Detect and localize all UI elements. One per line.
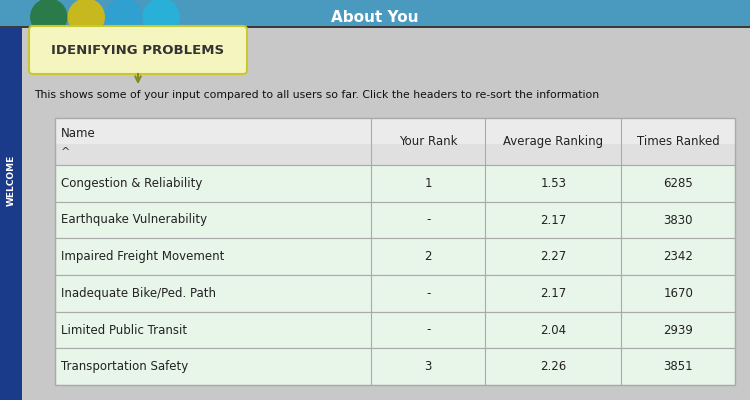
Text: 2939: 2939: [663, 324, 693, 336]
Text: 2.17: 2.17: [540, 287, 566, 300]
Text: Inadequate Bike/Ped. Path: Inadequate Bike/Ped. Path: [61, 287, 216, 300]
Circle shape: [31, 0, 67, 35]
Text: 2: 2: [424, 250, 432, 263]
Bar: [0, 0, 750, 28]
Circle shape: [68, 0, 104, 35]
Bar: [55, 202, 735, 238]
Text: 2.27: 2.27: [540, 250, 566, 263]
Text: 3851: 3851: [664, 360, 693, 373]
Text: -: -: [426, 324, 430, 336]
Text: Average Ranking: Average Ranking: [503, 135, 604, 148]
Text: About You: About You: [332, 10, 419, 24]
Text: -: -: [426, 214, 430, 226]
Bar: [55, 348, 735, 385]
Text: 2.17: 2.17: [540, 214, 566, 226]
Circle shape: [106, 0, 142, 35]
Text: 6285: 6285: [663, 177, 693, 190]
Text: 2.26: 2.26: [540, 360, 566, 373]
Text: Name: Name: [61, 127, 96, 140]
Text: ^: ^: [61, 147, 70, 157]
Bar: [55, 118, 735, 385]
Bar: [55, 238, 735, 275]
Text: This shows some of your input compared to all users so far. Click the headers to: This shows some of your input compared t…: [34, 90, 599, 100]
Text: 1670: 1670: [663, 287, 693, 300]
Bar: [55, 118, 735, 144]
Bar: [55, 275, 735, 312]
Circle shape: [143, 0, 179, 35]
Text: Congestion & Reliability: Congestion & Reliability: [61, 177, 202, 190]
Text: 3: 3: [424, 360, 432, 373]
Bar: [55, 165, 735, 202]
Bar: [55, 312, 735, 348]
Text: 3830: 3830: [664, 214, 693, 226]
Text: WELCOME: WELCOME: [7, 154, 16, 206]
Text: 1.53: 1.53: [541, 177, 566, 190]
Bar: [0, 0, 750, 26]
Text: Times Ranked: Times Ranked: [637, 135, 719, 148]
Text: IDENIFYING PROBLEMS: IDENIFYING PROBLEMS: [52, 44, 224, 56]
Text: 2.04: 2.04: [541, 324, 566, 336]
Text: Limited Public Transit: Limited Public Transit: [61, 324, 188, 336]
Text: Earthquake Vulnerability: Earthquake Vulnerability: [61, 214, 207, 226]
Bar: [55, 118, 735, 165]
Text: Impaired Freight Movement: Impaired Freight Movement: [61, 250, 224, 263]
Bar: [0, 28, 22, 400]
Text: 1: 1: [424, 177, 432, 190]
Text: -: -: [426, 287, 430, 300]
Text: Transportation Safety: Transportation Safety: [61, 360, 188, 373]
Text: Your Rank: Your Rank: [399, 135, 458, 148]
Text: 2342: 2342: [663, 250, 693, 263]
FancyBboxPatch shape: [29, 26, 247, 74]
